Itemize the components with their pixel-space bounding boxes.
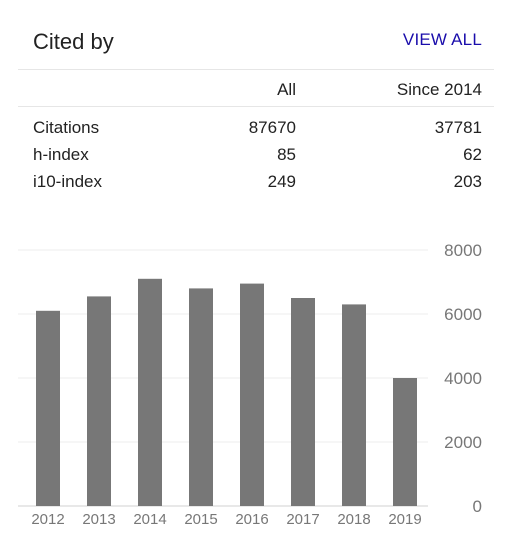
h-index-since-value: 62: [463, 145, 482, 164]
view-all-link[interactable]: VIEW ALL: [402, 30, 482, 49]
bar-2014[interactable]: [138, 278, 162, 506]
cited-by-header: Cited by VIEW ALL: [0, 0, 514, 70]
x-tick-label-2014: 2014: [133, 511, 166, 528]
i10-index-all-value: 249: [267, 172, 296, 191]
bar-2013[interactable]: [87, 296, 111, 506]
column-header-all: All: [277, 80, 296, 99]
bar-2018[interactable]: [342, 304, 366, 506]
x-tick-label-2016: 2016: [235, 511, 268, 528]
bar-2015[interactable]: [189, 288, 213, 506]
header-divider: [18, 69, 494, 70]
bar-2017[interactable]: [291, 298, 315, 506]
bar-2016[interactable]: [240, 283, 264, 506]
y-tick-label: 0: [473, 497, 482, 516]
y-tick-label: 2000: [444, 433, 482, 452]
x-tick-label-2013: 2013: [82, 511, 115, 528]
x-tick-label-2018: 2018: [337, 511, 370, 528]
row-label-i10-index: i10-index: [33, 172, 102, 191]
citations-since-value: 37781: [434, 118, 482, 137]
panel-title: Cited by: [33, 29, 114, 54]
y-tick-label: 4000: [444, 369, 482, 388]
x-tick-label-2015: 2015: [184, 511, 217, 528]
bar-2012[interactable]: [36, 310, 60, 506]
y-tick-label: 6000: [444, 305, 482, 324]
table-header-divider: [18, 106, 494, 107]
h-index-all-value: 85: [277, 145, 296, 164]
x-tick-label-2019: 2019: [388, 511, 421, 528]
column-header-since-2014: Since 2014: [396, 80, 482, 99]
bar-2019[interactable]: [393, 378, 417, 506]
x-tick-label-2012: 2012: [31, 511, 64, 528]
y-tick-label: 8000: [444, 241, 482, 260]
x-tick-label-2017: 2017: [286, 511, 319, 528]
row-label-citations: Citations: [33, 118, 100, 137]
i10-index-since-value: 203: [453, 172, 482, 191]
citations-all-value: 87670: [248, 118, 296, 137]
citations-per-year-chart: 0 2000 4000 6000 8000 2012 2013 2014 2015 2016 201…: [18, 241, 482, 528]
row-label-h-index: h-index: [33, 145, 89, 164]
